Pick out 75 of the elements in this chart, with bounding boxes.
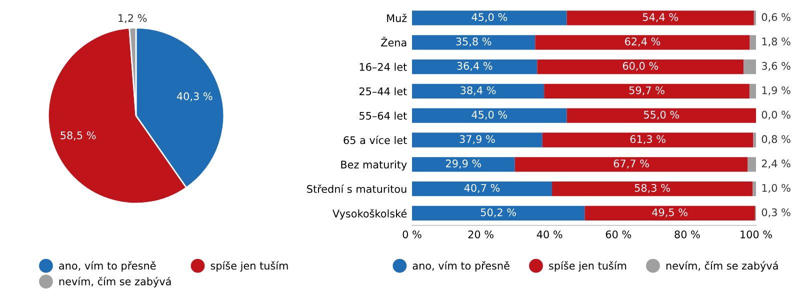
bar — [412, 108, 567, 123]
data-label: 45,0 % — [472, 13, 508, 22]
legend-label: spíše jen tuším — [549, 261, 626, 272]
data-label: 0,6 % — [762, 13, 790, 22]
y-tick-label: 16–24 let — [360, 62, 407, 71]
x-tick-label: 80 % — [674, 230, 700, 238]
bar — [412, 206, 585, 221]
bar — [744, 59, 756, 74]
bar — [535, 35, 750, 50]
data-label: 49,5 % — [652, 208, 688, 218]
bar — [412, 84, 544, 99]
x-tick-label: 100 % — [740, 230, 772, 238]
bar — [566, 108, 756, 123]
bar — [584, 206, 755, 221]
y-tick-label: 55–64 let — [360, 112, 407, 120]
data-label: 29,9 % — [446, 160, 482, 168]
x-tick-label: 20 % — [468, 230, 494, 238]
bar — [750, 35, 756, 50]
data-label: 35,8 % — [456, 38, 492, 46]
data-label: 40,7 % — [464, 184, 500, 193]
legend-label: ano, vím to přesně — [59, 261, 156, 272]
data-label: 3,6 % — [762, 62, 790, 71]
x-tick-label: 40 % — [536, 230, 562, 238]
legend-label: spíše jen tuším — [210, 261, 288, 272]
bar — [412, 59, 538, 74]
legend-label: nevím, čím se zabývá — [59, 276, 171, 288]
bar — [514, 157, 748, 172]
data-label: 1,2 % — [118, 14, 147, 24]
data-label: 58,3 % — [634, 184, 670, 193]
data-label: 50,2 % — [480, 208, 516, 218]
data-label: 55,0 % — [644, 110, 680, 120]
data-label: 1,8 % — [762, 38, 790, 46]
data-label: 36,4 % — [457, 62, 492, 71]
y-tick-label: 25–44 let — [359, 87, 407, 96]
data-label: 60,0 % — [622, 62, 658, 71]
data-label: 58,5 % — [60, 131, 96, 140]
bar — [542, 132, 754, 148]
bar — [752, 181, 756, 196]
bar — [566, 10, 754, 26]
legend-label: nevím, čím se zabývá — [666, 261, 778, 272]
legend-label: ano, vím to přesně — [412, 261, 510, 272]
bar — [748, 157, 756, 172]
x-tick-label: 60 % — [606, 230, 632, 238]
data-label: 37,9 % — [460, 135, 495, 144]
data-label: 62,4 % — [625, 38, 660, 46]
y-tick-label: Střední s maturitou — [307, 184, 406, 193]
data-label: 0,3 % — [762, 208, 790, 218]
bar — [412, 35, 536, 50]
data-label: 38,4 % — [460, 86, 496, 96]
data-label: 67,7 % — [614, 160, 649, 168]
bar — [412, 181, 552, 196]
data-label: 1,0 % — [762, 184, 790, 193]
y-tick-label: 65 a více let — [344, 136, 407, 144]
data-label: 59,7 % — [629, 86, 664, 96]
bar — [544, 84, 750, 99]
data-label: 61,3 % — [630, 135, 666, 144]
data-label: 0,8 % — [762, 135, 790, 144]
data-label: 40,3 % — [176, 92, 212, 102]
data-label: 0,0 % — [762, 110, 790, 120]
bar — [552, 181, 753, 196]
x-tick-label: 0 % — [402, 230, 422, 238]
data-label: 45,0 % — [472, 110, 508, 120]
y-tick-label: Vysokoškolské — [332, 209, 407, 220]
bar — [537, 59, 744, 74]
bar — [412, 10, 567, 26]
y-tick-label: Bez maturity — [341, 160, 407, 171]
bar — [753, 132, 756, 148]
data-label: 54,4 % — [642, 13, 678, 22]
data-label: 1,9 % — [762, 86, 790, 96]
y-tick-label: Muž — [387, 14, 407, 22]
data-label: 2,4 % — [762, 160, 790, 168]
y-tick-label: Žena — [381, 36, 406, 46]
bar — [749, 84, 756, 99]
bar — [412, 132, 542, 148]
bar — [412, 157, 515, 172]
